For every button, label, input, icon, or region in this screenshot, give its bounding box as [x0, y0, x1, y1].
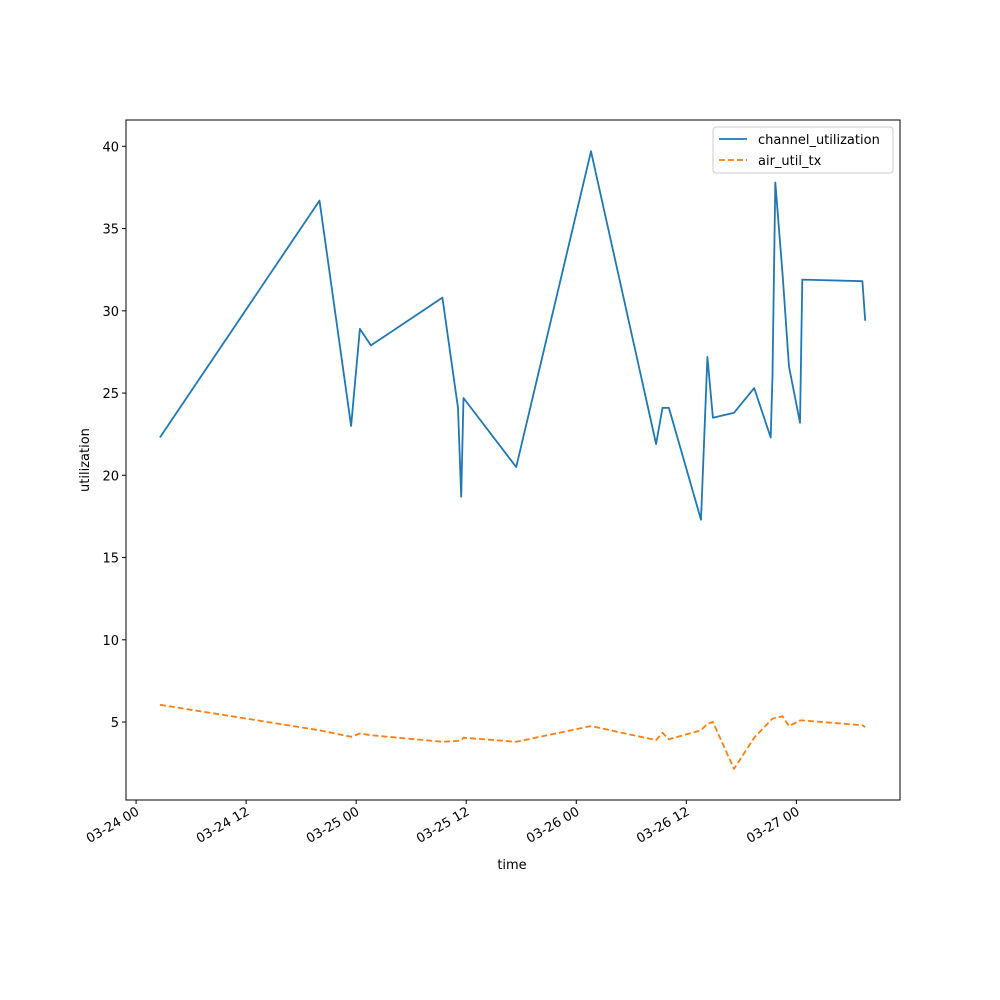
legend-label-air-util-tx: air_util_tx — [758, 154, 822, 169]
y-tick-label: 20 — [102, 469, 119, 484]
y-tick-label: 30 — [102, 305, 119, 320]
x-axis-label: time — [497, 858, 526, 873]
y-tick-label: 15 — [102, 552, 119, 567]
series-line-air-util-tx — [159, 703, 866, 770]
y-axis-label: utilization — [78, 428, 93, 492]
series-line-channel-utilization — [159, 150, 867, 521]
plot-frame — [125, 119, 901, 801]
y-axis: 5 10 15 20 25 30 35 40 — [102, 140, 126, 731]
series-lines — [159, 150, 867, 770]
y-tick-label: 5 — [111, 716, 119, 731]
y-tick-label: 10 — [102, 634, 119, 649]
legend-label-channel-utilization: channel_utilization — [758, 133, 880, 148]
y-tick-label: 25 — [102, 387, 119, 402]
legend: channel_utilization air_util_tx — [712, 126, 894, 174]
legend-box — [712, 126, 894, 174]
y-tick-label: 35 — [102, 223, 119, 238]
y-tick-label: 40 — [102, 140, 119, 155]
